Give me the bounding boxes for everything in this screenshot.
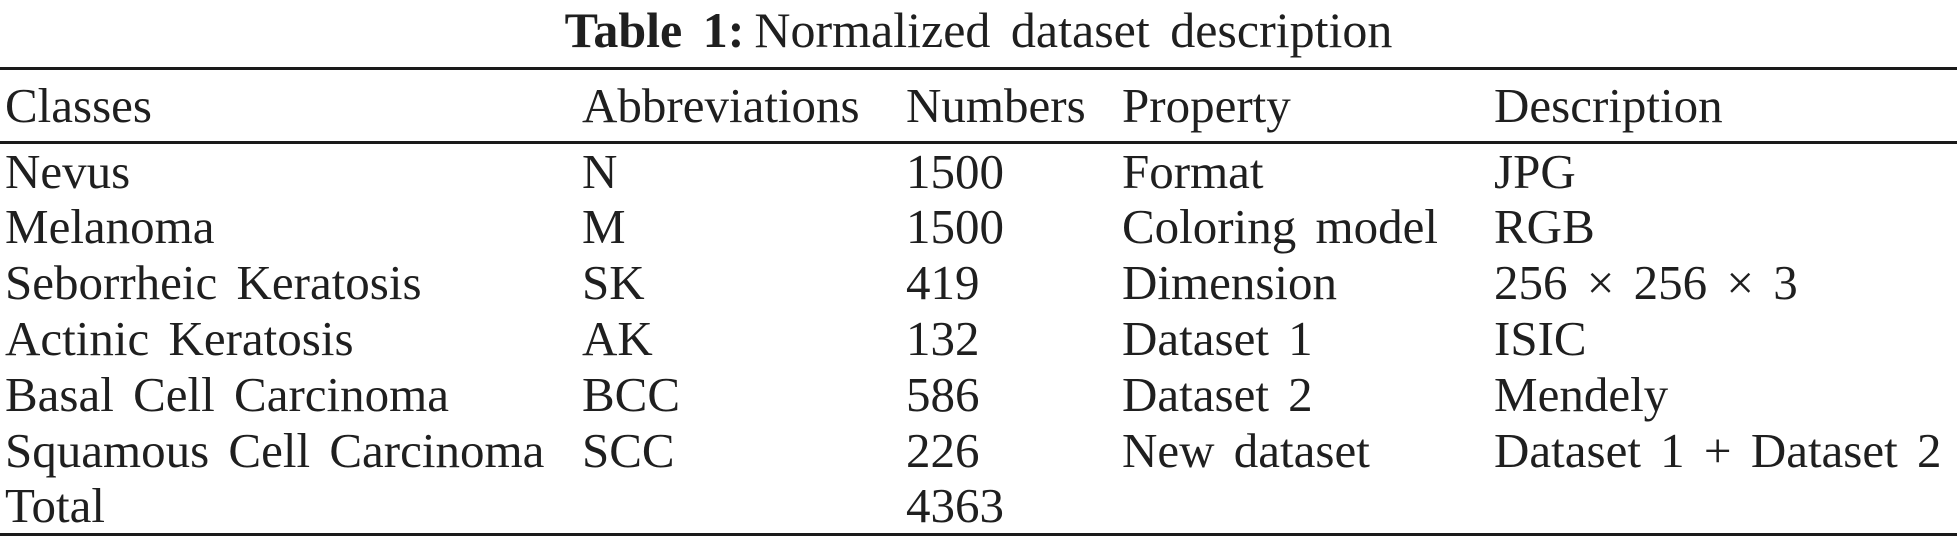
header-classes: Classes xyxy=(0,68,577,144)
header-property: Property xyxy=(1117,68,1489,144)
cell-abbr: AK xyxy=(582,311,653,366)
cell-property: Coloring model xyxy=(1122,199,1438,254)
cell-class: Nevus xyxy=(5,143,131,199)
cell-abbr: SCC xyxy=(582,423,675,478)
cell-class: Seborrheic Keratosis xyxy=(5,255,422,310)
cell-number: 419 xyxy=(906,255,980,310)
table-row: Nevus N 1500 Format JPG xyxy=(0,143,1957,199)
header-description: Description xyxy=(1489,68,1957,144)
cell-property: Dataset 2 xyxy=(1122,367,1313,422)
cell-property: Dimension xyxy=(1122,255,1338,310)
table-row: Total 4363 xyxy=(0,479,1957,535)
cell-description: Mendely xyxy=(1494,367,1669,422)
cell-number: 226 xyxy=(906,423,980,478)
cell-abbr: SK xyxy=(582,255,645,310)
table-row: Melanoma M 1500 Coloring model RGB xyxy=(0,199,1957,255)
table-row: Actinic Keratosis AK 132 Dataset 1 ISIC xyxy=(0,311,1957,367)
cell-description: ISIC xyxy=(1494,311,1587,366)
table-caption-text: Normalized dataset description xyxy=(754,2,1393,58)
cell-class: Squamous Cell Carcinoma xyxy=(5,423,545,478)
cell-property xyxy=(1117,479,1489,535)
table-row: Squamous Cell Carcinoma SCC 226 New data… xyxy=(0,423,1957,479)
cell-number: 1500 xyxy=(906,143,1004,199)
dataset-description-table: Classes Abbreviations Numbers Property D… xyxy=(0,67,1957,536)
cell-abbr: N xyxy=(582,143,618,199)
cell-description: RGB xyxy=(1494,199,1595,254)
cell-number: 586 xyxy=(906,367,980,422)
cell-abbr xyxy=(577,479,901,535)
cell-description: JPG xyxy=(1494,143,1576,199)
cell-number: 132 xyxy=(906,311,980,366)
cell-class: Melanoma xyxy=(5,199,215,254)
header-abbreviations: Abbreviations xyxy=(577,68,901,144)
cell-description: 256 × 256 × 3 xyxy=(1494,255,1798,310)
header-row: Classes Abbreviations Numbers Property D… xyxy=(0,68,1957,144)
cell-abbr: BCC xyxy=(582,367,681,422)
cell-abbr: M xyxy=(582,199,626,254)
table-row: Basal Cell Carcinoma BCC 586 Dataset 2 M… xyxy=(0,367,1957,423)
table-caption-label: Table 1: xyxy=(564,2,745,58)
cell-number: 1500 xyxy=(906,199,1004,254)
cell-property: Dataset 1 xyxy=(1122,311,1313,366)
cell-class: Basal Cell Carcinoma xyxy=(5,367,449,422)
cell-property: Format xyxy=(1122,143,1264,199)
table-row: Seborrheic Keratosis SK 419 Dimension 25… xyxy=(0,255,1957,311)
cell-class: Total xyxy=(5,478,105,534)
cell-number: 4363 xyxy=(906,478,1004,534)
header-numbers: Numbers xyxy=(901,68,1117,144)
cell-property: New dataset xyxy=(1122,423,1370,478)
cell-description xyxy=(1489,479,1957,535)
cell-description: Dataset 1 + Dataset 2 xyxy=(1494,423,1942,478)
table-caption: Table 1: Normalized dataset description xyxy=(0,0,1957,60)
cell-class: Actinic Keratosis xyxy=(5,311,354,366)
